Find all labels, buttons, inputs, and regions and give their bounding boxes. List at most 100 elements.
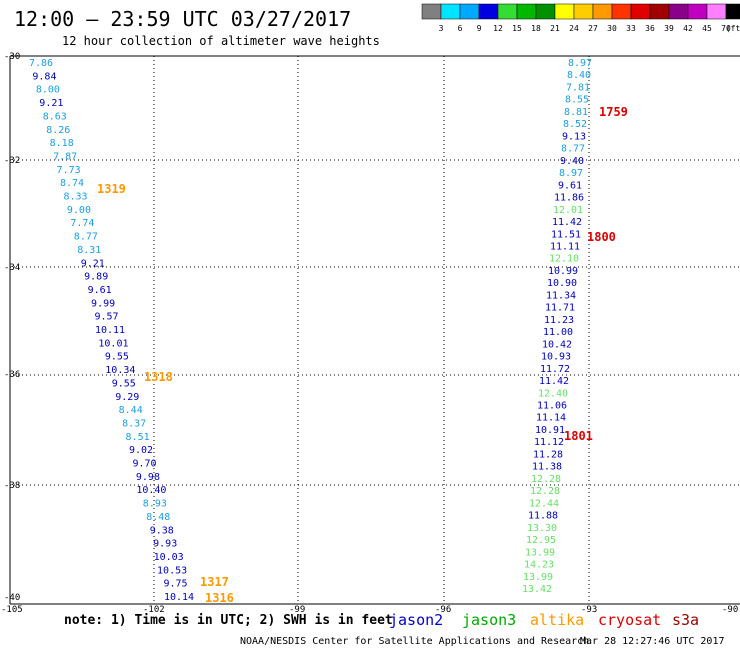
wave-height-value: 8.18	[50, 138, 74, 149]
wave-height-value: 8.81	[564, 107, 588, 118]
lat-label-30: -30	[4, 52, 20, 62]
lon-label-90: -90	[722, 605, 738, 615]
wave-height-value: 9.84	[32, 71, 56, 82]
wave-height-value: 11.88	[528, 511, 558, 522]
colorbar-swatch	[706, 3, 727, 20]
wave-height-value: 10.34	[105, 365, 135, 376]
wave-height-value: 9.98	[136, 472, 160, 483]
wave-height-value: 11.86	[554, 193, 584, 204]
legend-s3a: s3a	[672, 611, 699, 629]
time-label-1317: 1317	[200, 575, 229, 589]
time-label-1318: 1318	[144, 370, 173, 384]
wave-height-value: 11.23	[544, 315, 574, 326]
time-label-1316: 1316	[205, 591, 234, 605]
wave-height-value: 8.97	[568, 58, 592, 69]
east-track-values: 8.978.407.818.558.818.529.138.779.408.97…	[522, 58, 592, 595]
wave-height-value: 7.81	[566, 82, 590, 93]
colorbar-label: 15	[512, 24, 522, 33]
wave-height-value: 8.97	[559, 168, 583, 179]
wave-height-value: 10.14	[164, 592, 194, 603]
wave-height-value: 11.12	[534, 437, 564, 448]
colorbar-label: 12	[493, 24, 503, 33]
wave-height-value: 10.40	[136, 485, 166, 496]
wave-height-value: 9.29	[115, 392, 139, 403]
legend-jason3: jason3	[462, 611, 516, 629]
colorbar-swatch	[459, 3, 480, 20]
wave-height-value: 9.40	[560, 156, 584, 167]
wave-height-value: 9.00	[67, 205, 91, 216]
legend-jason2: jason2	[389, 611, 443, 629]
colorbar-swatch	[554, 3, 575, 20]
lon-label-102: -102	[143, 605, 165, 615]
wave-height-value: 9.61	[88, 285, 112, 296]
legend-altika: altika	[530, 611, 584, 629]
wave-height-value: 8.77	[561, 144, 585, 155]
wave-height-value: 9.89	[84, 272, 108, 283]
colorbar-swatch	[573, 3, 594, 20]
west-track-values: 7.86 9.84 8.00 9.21 8.63 8.26 8.18 7.87 7.73 8.74…	[29, 58, 194, 603]
wave-height-value: 9.02	[129, 445, 153, 456]
wave-height-value: 9.38	[150, 525, 174, 536]
wave-height-value: 11.00	[543, 327, 573, 338]
wave-height-value: 11.51	[551, 229, 581, 240]
wave-height-value: 9.61	[558, 180, 582, 191]
wave-height-value: 12.28	[531, 474, 561, 485]
wave-height-value: 8.77	[74, 232, 98, 243]
lat-label-36: -36	[4, 370, 20, 380]
wave-height-value: 13.42	[522, 584, 552, 595]
colorbar-label: 70	[721, 24, 731, 33]
wave-height-value: 10.11	[95, 325, 125, 336]
colorbar-label: 21	[550, 24, 560, 33]
colorbar-label: 33	[626, 24, 636, 33]
colorbar-swatch	[649, 3, 670, 20]
wave-height-value: 13.99	[525, 547, 555, 558]
wave-height-value: 11.06	[537, 401, 567, 412]
page-subtitle: 12 hour collection of altimeter wave hei…	[62, 34, 380, 48]
wave-height-value: 10.03	[154, 552, 184, 563]
wave-height-value: 10.90	[547, 278, 577, 289]
colorbar-label: 30	[607, 24, 617, 33]
wave-height-value: 13.30	[527, 523, 557, 534]
wave-height-value: 11.38	[532, 462, 562, 473]
wave-height-value: 9.75	[164, 579, 188, 590]
credit-line: NOAA/NESDIS Center for Satellite Applica…	[240, 636, 589, 647]
colorbar-swatch	[630, 3, 651, 20]
wave-height-value: 8.51	[126, 432, 150, 443]
wave-height-value: 10.99	[548, 266, 578, 277]
lon-label-93: -93	[581, 605, 597, 615]
wave-height-value: 11.14	[536, 413, 566, 424]
wave-height-value: 9.21	[81, 258, 105, 269]
wave-height-value: 7.87	[53, 151, 77, 162]
wave-height-value: 12.44	[529, 498, 559, 509]
wave-height-value: 9.21	[39, 98, 63, 109]
wave-height-value: 9.93	[153, 539, 177, 550]
colorbar-swatch	[535, 3, 556, 20]
lat-label-38: -38	[4, 481, 20, 491]
wave-height-value: 10.91	[535, 425, 565, 436]
wave-height-value: 7.74	[70, 218, 94, 229]
colorbar-label: 36	[645, 24, 655, 33]
colorbar-swatch	[478, 3, 499, 20]
colorbar-label: 39	[664, 24, 674, 33]
colorbar-swatch	[725, 3, 740, 20]
wave-height-value: 12.40	[538, 388, 568, 399]
wave-height-value: 9.55	[112, 378, 136, 389]
colorbar-swatch	[497, 3, 518, 20]
generated-timestamp: Mar 28 12:27:46 UTC 2017	[580, 636, 725, 647]
colorbar-label: 3	[439, 24, 444, 33]
wave-height-value: 11.34	[546, 290, 576, 301]
wave-height-value: 11.42	[539, 376, 569, 387]
wave-height-value: 11.71	[545, 303, 575, 314]
wave-height-value: 9.57	[95, 312, 119, 323]
colorbar-label: (ft)	[726, 24, 740, 33]
wave-height-value: 8.00	[36, 85, 60, 96]
lat-label-34: -34	[4, 263, 20, 273]
wave-height-value: 12.01	[553, 205, 583, 216]
colorbar-label: 42	[683, 24, 693, 33]
wave-height-value: 8.55	[565, 95, 589, 106]
time-label-1319: 1319	[97, 182, 126, 196]
wave-height-value: 12.28	[530, 486, 560, 497]
